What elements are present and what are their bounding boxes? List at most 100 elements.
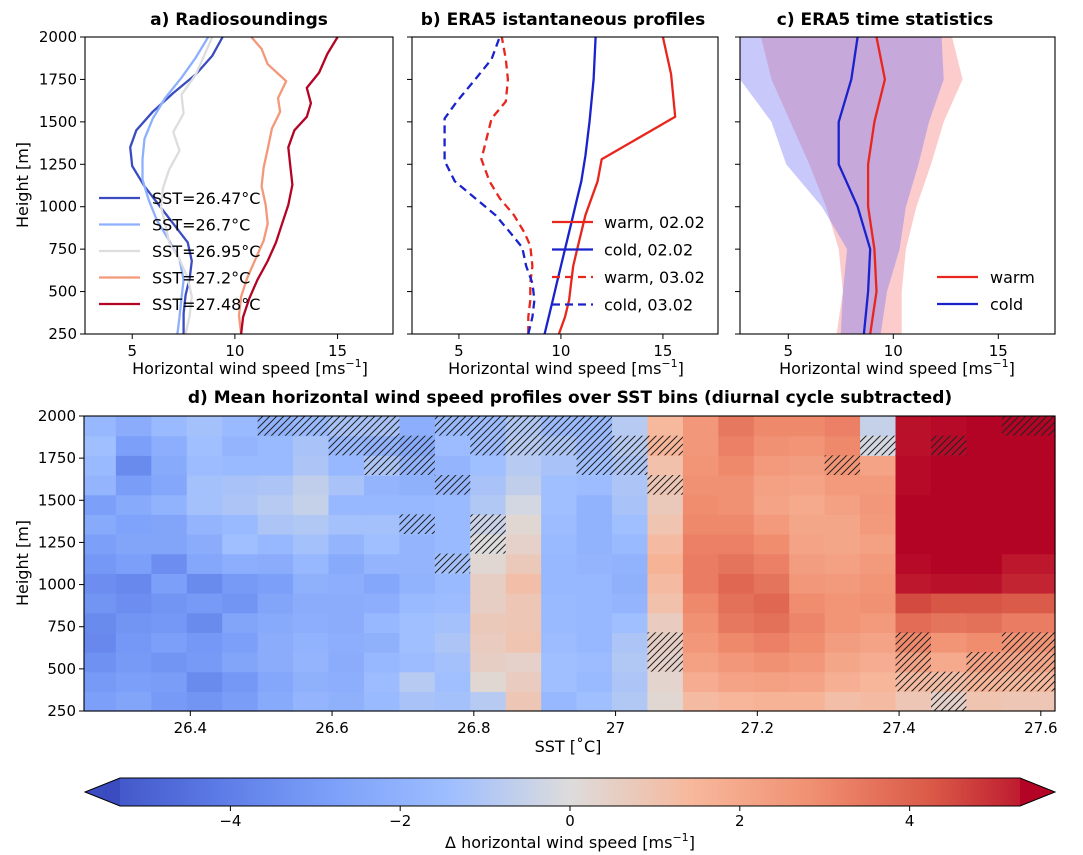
heatmap-cell [541,593,578,614]
heatmap-cell [363,691,400,712]
heatmap-cell [434,593,471,614]
heatmap-cell [541,553,578,574]
colorbar-tick-label: −4 [219,812,241,830]
heatmap-cell [222,553,259,574]
heatmap-cell [84,671,117,692]
x-tick-label: 5 [127,342,137,360]
heatmap-cell [399,652,436,673]
heatmap-cell [363,612,400,633]
heatmap-cell [966,593,1003,614]
heatmap-cell [753,416,790,437]
heatmap-cell [789,612,826,633]
heatmap-cell [1001,593,1056,614]
heatmap-cell [222,671,259,692]
colorbar-body [85,778,1055,806]
heatmap-cell [718,691,755,712]
heatmap-cell [966,553,1003,574]
panel-a-ylabel: Height [m] [13,142,32,228]
heatmap-cell [151,494,188,515]
heatmap-cell [789,435,826,456]
heatmap-cell [470,593,507,614]
y-tick-label: 1750 [39,70,77,88]
heatmap-cell [895,612,932,633]
heatmap-cell [753,435,790,456]
heatmap-cell [363,671,400,692]
mean-line-cold [837,36,872,335]
heatmap-cell [84,416,117,437]
hatched-cell [930,435,967,456]
heatmap-cell [789,632,826,653]
panel-a-xlabel: Horizontal wind speed [ms−1] [132,357,368,378]
panel-d-heatmap [84,416,1056,712]
heatmap-cell [328,632,365,653]
y-tick-label: 1000 [38,576,76,594]
heatmap-cell [789,534,826,555]
heatmap-cell [257,632,294,653]
heatmap-cell [151,435,188,456]
heatmap-cell [505,534,542,555]
panel-c-frame [739,36,1056,335]
legend-label-warm: warm [990,268,1035,287]
heatmap-cell [151,652,188,673]
heatmap-cell [930,652,968,673]
hatched-cell [966,671,1002,692]
panel-a-frame [84,36,394,335]
colorbar-tick-label: 0 [565,812,575,830]
heatmap-cell [718,593,755,614]
heatmap-cell [930,534,968,555]
panel-c: c) ERA5 time statistics 5 10 15 Horizontal… [735,10,1056,378]
heatmap-cell [789,475,826,496]
heatmap-cell [115,435,152,456]
heatmap-cell [115,671,152,692]
heatmap-cell [966,514,1003,535]
hatched-cell [647,475,683,495]
heatmap-cell [930,612,968,633]
heatmap-cell [647,671,684,692]
y-tick-label: 500 [48,283,77,301]
legend-label-5: SST=27.48°C [152,295,260,314]
heatmap-cell [186,475,223,496]
hatched-cell [1001,652,1055,672]
heatmap-cell [1001,435,1056,456]
heatmap-cell [966,494,1003,515]
heatmap-cell [1001,494,1056,515]
heatmap-cell [647,691,684,712]
x-tick-label: 15 [328,342,347,360]
panel-a: a) Radiosoundings 5 10 15 250 500 750 1000 1250… [13,10,394,378]
heatmap-cell [860,475,897,496]
hatched-cell [895,671,931,692]
panel-d-title: d) Mean horizontal wind speed profiles o… [188,388,952,408]
heatmap-cell [470,455,507,476]
x-tick-label: 26.8 [457,719,490,737]
x-tick-label: 10 [551,342,570,360]
x-tick-label: 10 [225,342,244,360]
heatmap-cell [930,455,968,476]
series-line-4 [443,36,536,335]
heatmap-cell [895,593,932,614]
heatmap-cell [434,534,471,555]
heatmap-cell [612,475,649,496]
heatmap-cell [363,514,400,535]
heatmap-cell [186,416,223,437]
heatmap-cell [1001,475,1056,496]
heatmap-cell [647,593,684,614]
heatmap-cell [576,475,613,496]
heatmap-cell [363,553,400,574]
heatmap-cell [434,455,471,476]
y-tick-label: 2000 [38,407,76,425]
heatmap-cell [753,553,790,574]
heatmap-cell [1001,573,1056,594]
heatmap-cell [505,691,542,712]
heatmap-cell [257,671,294,692]
heatmap-cell [612,691,649,712]
heatmap-cell [682,514,719,535]
hatched-cell [363,435,400,456]
heatmap-cell [753,455,790,476]
heatmap-cell [966,435,1003,456]
heatmap-cell [434,514,471,535]
panel-d-frame [83,415,1056,712]
heatmap-cell [151,573,188,594]
heatmap-cell [257,435,294,456]
heatmap-cell [682,573,719,594]
heatmap-cell [541,455,578,476]
